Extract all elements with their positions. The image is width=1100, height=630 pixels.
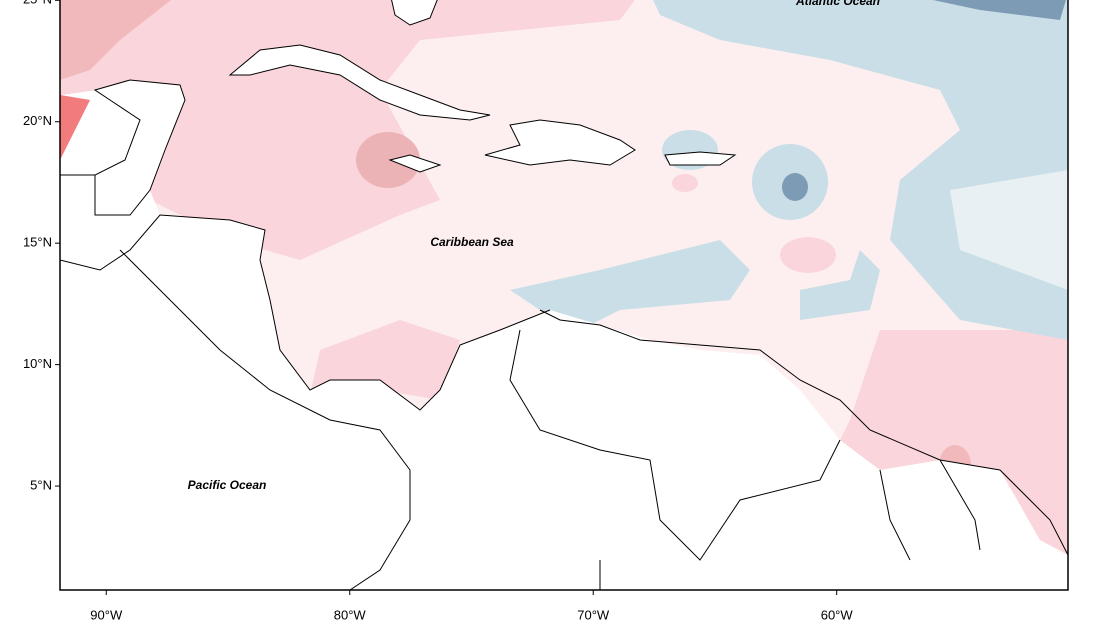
y-tick-label: 25°N xyxy=(23,0,52,7)
florida xyxy=(391,0,438,26)
borders xyxy=(509,329,981,590)
y-tick-label: 10°N xyxy=(23,356,52,371)
frame xyxy=(59,0,1069,591)
hispaniola xyxy=(484,119,636,166)
place-label: Atlantic Ocean xyxy=(795,0,880,8)
puerto-rico xyxy=(664,151,737,166)
x-tick-label: 60°W xyxy=(821,607,854,622)
y-tick-label: 5°N xyxy=(30,477,52,492)
plot-area xyxy=(60,0,1068,590)
x-tick-label: 70°W xyxy=(577,607,610,622)
central-america-coast xyxy=(60,174,551,411)
place-label: Pacific Ocean xyxy=(188,478,267,492)
pacific-coast xyxy=(119,249,411,590)
y-tick-label: 15°N xyxy=(23,235,52,250)
x-tick-label: 80°W xyxy=(334,607,367,622)
place-label: Caribbean Sea xyxy=(430,235,514,249)
south-america-coast xyxy=(539,309,1068,556)
x-tick-label: 90°W xyxy=(90,607,123,622)
y-tick-label: 20°N xyxy=(23,113,52,128)
yucatan xyxy=(93,79,186,216)
jamaica xyxy=(388,154,442,173)
cuba xyxy=(228,44,491,121)
anomaly-field xyxy=(60,0,1068,555)
